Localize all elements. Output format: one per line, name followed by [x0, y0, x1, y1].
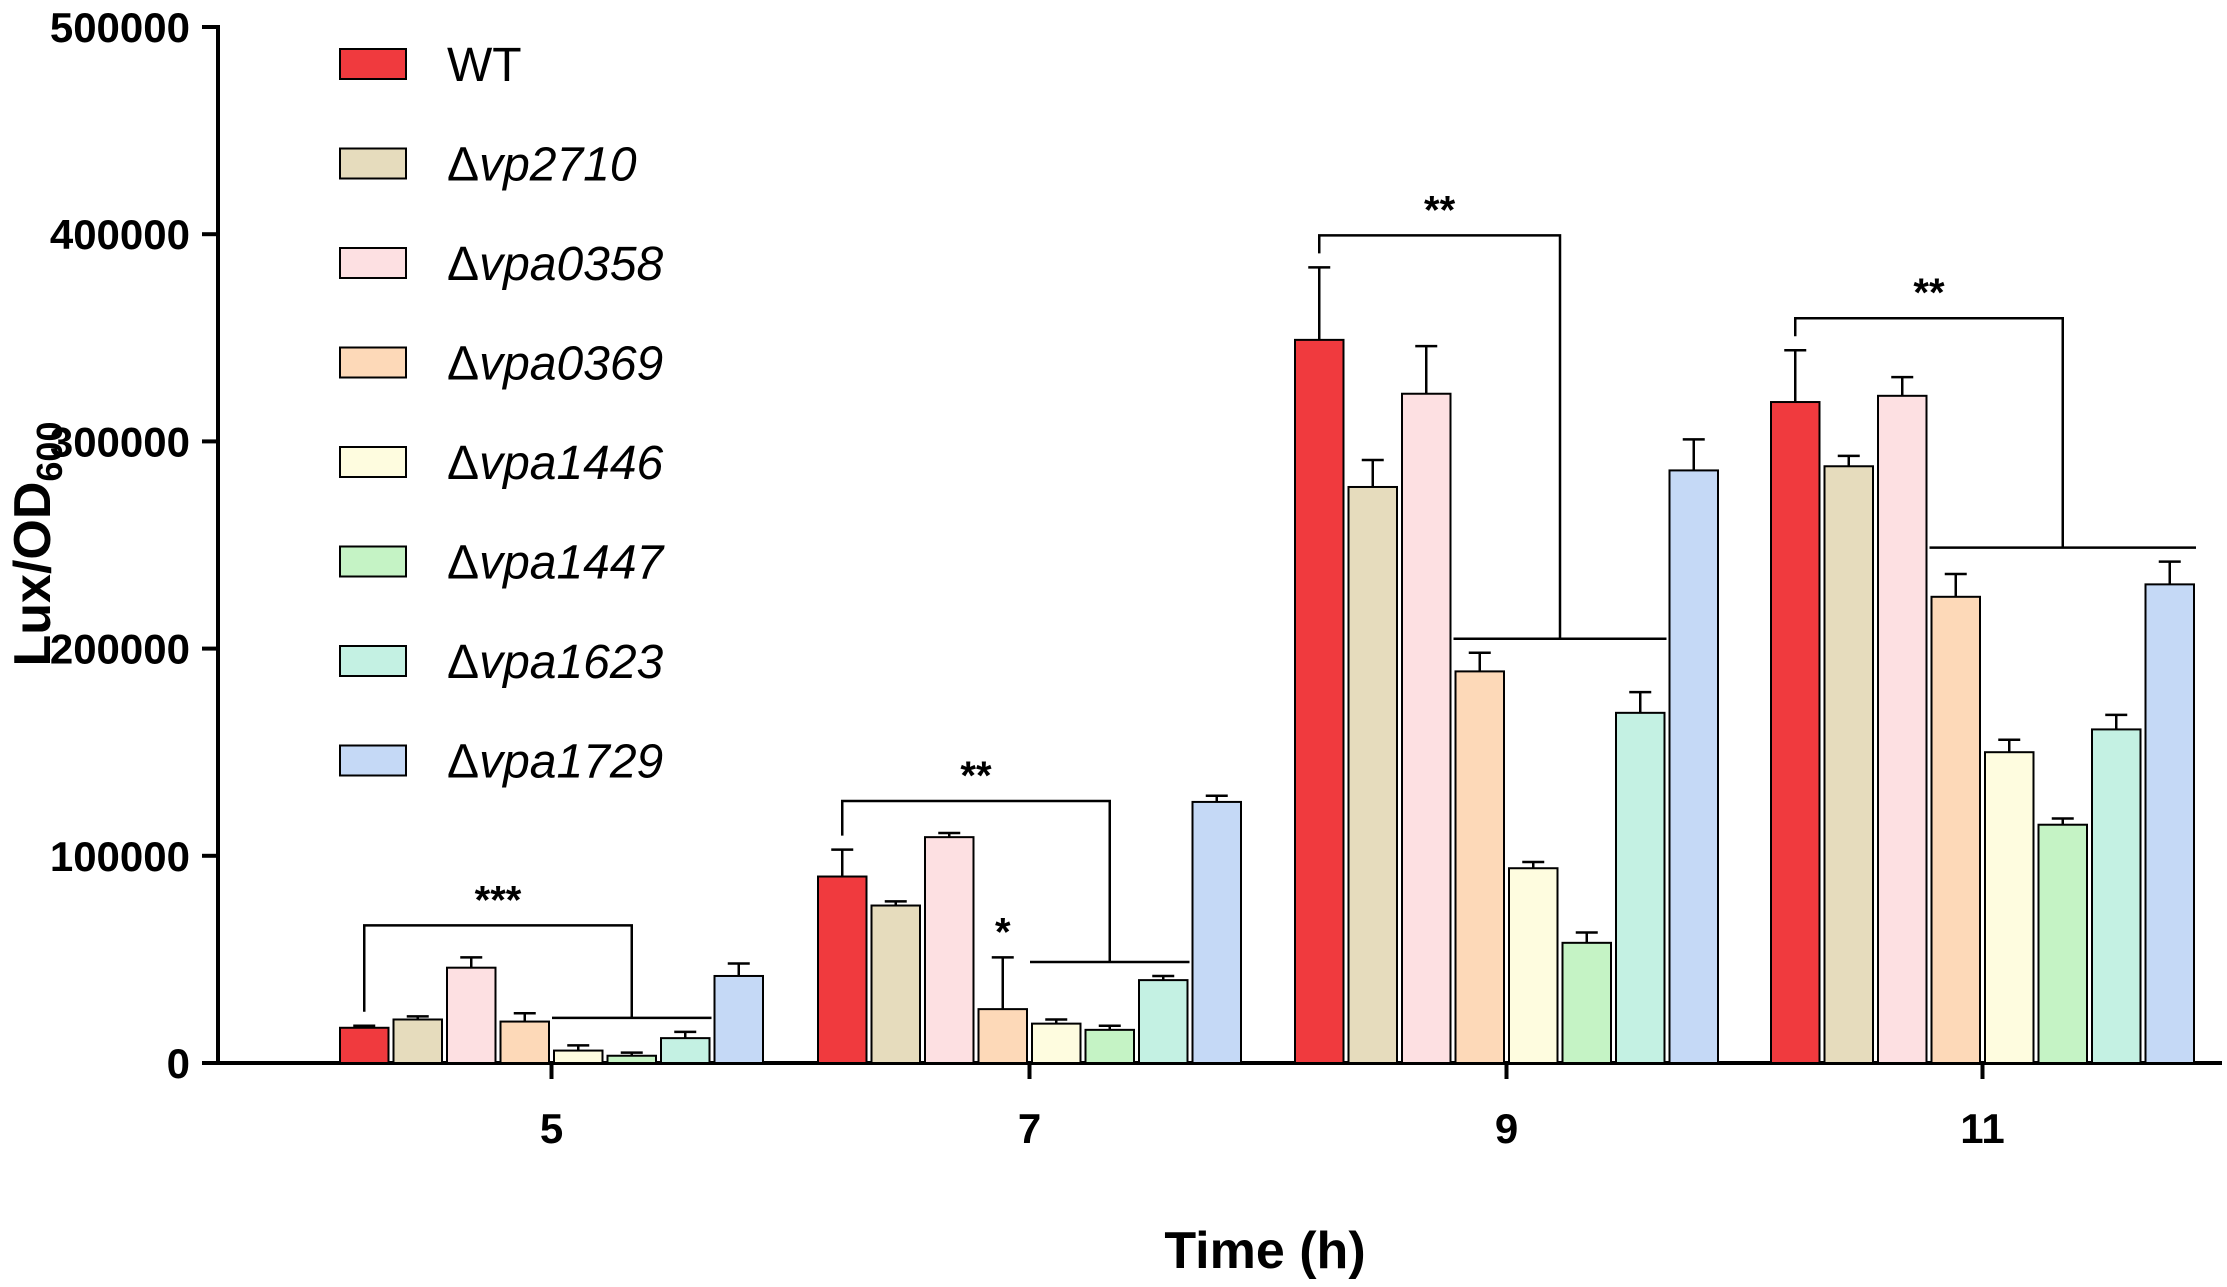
legend-label-prefix: Δ	[447, 338, 479, 391]
legend-swatch	[339, 247, 407, 279]
significance-bracket	[1794, 316, 2064, 548]
significance-label: **	[1913, 271, 1945, 315]
legend-label-prefix: Δ	[447, 437, 479, 490]
bar	[1508, 867, 1559, 1064]
y-tick-label: 300000	[50, 418, 190, 465]
x-tick-label: 9	[1495, 1105, 1518, 1152]
legend-label-gene: vpa1729	[479, 736, 663, 789]
legend-label: Δvpa0369	[447, 338, 663, 391]
bar	[713, 974, 764, 1065]
bar	[1615, 711, 1666, 1064]
legend-label: Δvpa1729	[447, 736, 663, 789]
x-axis-title: Time (h)	[1164, 1222, 1365, 1280]
bar	[977, 1008, 1028, 1064]
bar	[817, 875, 868, 1065]
y-axis-title-main: Lux/OD	[4, 482, 62, 667]
bar	[2144, 583, 2195, 1064]
y-tick-label: 500000	[50, 4, 190, 51]
legend-label: Δvpa0358	[447, 238, 664, 291]
bars	[339, 266, 2195, 1065]
bar	[339, 1026, 390, 1064]
bar	[1191, 800, 1242, 1064]
bar	[2037, 823, 2088, 1064]
y-axis-title-subscript: 600	[29, 422, 70, 482]
bar	[660, 1037, 711, 1064]
bar	[1401, 392, 1452, 1064]
y-tick-label: 0	[167, 1040, 190, 1087]
y-tick-label: 400000	[50, 211, 190, 258]
bar	[1294, 338, 1345, 1064]
significance-annotations: **********	[363, 188, 2196, 1020]
bar	[924, 836, 975, 1064]
significance-label: ***	[475, 878, 522, 922]
significance-bracket	[841, 799, 1111, 962]
legend-label-gene: vpa0369	[479, 338, 663, 391]
legend-swatch	[339, 346, 407, 379]
bar	[392, 1018, 443, 1064]
legend-swatch	[339, 645, 407, 677]
x-tick-label: 7	[1018, 1105, 1041, 1152]
bar	[1084, 1028, 1135, 1065]
bar	[1031, 1022, 1082, 1065]
bar	[1138, 979, 1189, 1064]
legend-label: Δvp2710	[447, 139, 637, 192]
legend-label-prefix: Δ	[447, 636, 479, 689]
bar	[2091, 728, 2142, 1065]
legend-label-prefix: Δ	[447, 238, 479, 291]
bar	[1347, 485, 1398, 1064]
bar	[553, 1049, 604, 1064]
legend-label: Δvpa1447	[447, 537, 666, 590]
significance-label: **	[1424, 188, 1456, 232]
significance-bracket	[363, 924, 633, 1018]
legend-swatch	[339, 147, 407, 180]
legend-label-gene: vp2710	[479, 139, 637, 192]
legend: WTΔvp2710Δvpa0358Δvpa0369Δvpa1446Δvpa144…	[339, 39, 666, 789]
bar	[1454, 670, 1505, 1065]
bar	[1984, 751, 2035, 1064]
bar	[1877, 394, 1928, 1065]
x-tick-label: 5	[540, 1105, 563, 1152]
legend-swatch	[339, 545, 407, 578]
significance-label: **	[960, 754, 992, 798]
legend-label: Δvpa1623	[447, 636, 664, 689]
legend-label: WT	[447, 39, 522, 92]
bar	[1561, 941, 1612, 1064]
significance-label: *	[995, 910, 1011, 954]
legend-label-gene: vpa1446	[479, 437, 663, 490]
legend-label-prefix: Δ	[447, 139, 479, 192]
significance-bracket	[1318, 234, 1562, 639]
bar	[1770, 401, 1821, 1065]
legend-label: Δvpa1446	[447, 437, 664, 490]
bar	[606, 1054, 657, 1065]
legend-label-gene: vpa0358	[479, 238, 663, 291]
x-tick-label: 11	[1960, 1105, 2004, 1152]
legend-swatch	[339, 744, 407, 777]
y-axis-title: Lux/OD600	[4, 422, 70, 667]
legend-label-prefix: Δ	[447, 736, 479, 789]
y-tick-label: 100000	[50, 833, 190, 880]
bar	[446, 966, 497, 1064]
bar	[1930, 595, 1981, 1064]
bar	[870, 904, 921, 1065]
legend-swatch	[339, 446, 407, 478]
legend-label-gene: vpa1623	[479, 636, 663, 689]
legend-label-gene: vpa1447	[479, 537, 665, 590]
bar	[499, 1020, 550, 1064]
legend-swatch	[339, 48, 407, 80]
bar	[1668, 469, 1719, 1064]
legend-label-prefix: Δ	[447, 537, 479, 590]
bar	[1823, 465, 1874, 1065]
y-tick-label: 200000	[50, 626, 190, 673]
